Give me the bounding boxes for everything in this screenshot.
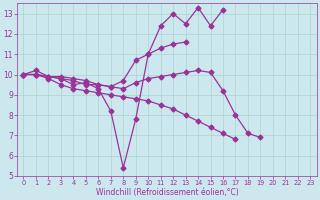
X-axis label: Windchill (Refroidissement éolien,°C): Windchill (Refroidissement éolien,°C) bbox=[96, 188, 238, 197]
